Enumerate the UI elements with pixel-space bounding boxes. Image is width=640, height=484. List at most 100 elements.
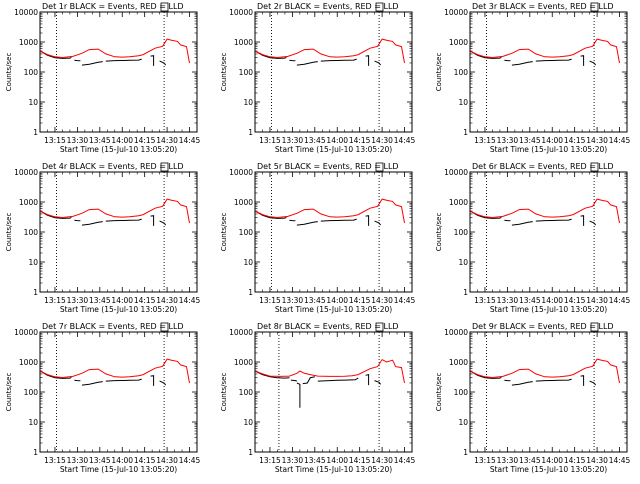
- panel-title: Det 7r BLACK = Events, RED = LLD: [42, 322, 184, 331]
- events-series-line: [511, 381, 533, 386]
- y-tick-label: 10: [458, 98, 468, 107]
- y-tick-label: 100: [24, 68, 39, 77]
- x-tick-label: 14:15: [349, 296, 371, 305]
- x-tick-label: 14:45: [609, 296, 631, 305]
- x-tick-label: 14:15: [564, 456, 586, 465]
- x-tick-label: 13:45: [304, 456, 326, 465]
- x-tick-label: 14:00: [111, 456, 133, 465]
- x-axis-title: Start Time (15-Jul-10 13:05:20): [490, 145, 607, 154]
- y-axis-label: Counts/sec: [5, 53, 13, 92]
- x-tick-label: 14:00: [111, 296, 133, 305]
- x-tick-label: 14:00: [326, 136, 348, 145]
- x-tick-label: 14:30: [371, 296, 393, 305]
- x-tick-label: 13:15: [44, 456, 66, 465]
- events-series-line: [589, 380, 597, 386]
- x-tick-label: 14:30: [586, 296, 608, 305]
- events-series-line: [150, 215, 155, 226]
- plot-frame: [469, 171, 628, 293]
- events-series-line: [365, 373, 370, 386]
- x-tick-label: 13:30: [282, 136, 304, 145]
- x-tick-label: 13:15: [474, 296, 496, 305]
- panel-title: Det 6r BLACK = Events, RED = LLD: [472, 162, 614, 171]
- x-tick-label: 14:45: [179, 296, 201, 305]
- events-series-line: [254, 210, 287, 219]
- y-tick-label: 100: [454, 388, 469, 397]
- x-tick-label: 14:45: [609, 136, 631, 145]
- x-tick-label: 13:30: [497, 456, 519, 465]
- y-tick-label: 100: [454, 68, 469, 77]
- events-series-line: [289, 59, 296, 62]
- title-marker-box: [160, 322, 169, 332]
- x-tick-label: 14:15: [564, 136, 586, 145]
- title-marker-box: [590, 162, 599, 172]
- events-series-line: [290, 379, 298, 382]
- y-axis-label: Counts/sec: [5, 373, 13, 412]
- y-axis-label: Counts/sec: [435, 213, 443, 252]
- events-series-line: [365, 215, 370, 226]
- lld-series-line: [39, 38, 190, 64]
- events-series-line: [39, 370, 72, 379]
- x-axis-title: Start Time (15-Jul-10 13:05:20): [275, 145, 392, 154]
- x-tick-label: 14:45: [609, 456, 631, 465]
- panel: Det 9r BLACK = Events, RED = LLD 1 10 100 10…: [435, 322, 631, 474]
- panel: Det 2r BLACK = Events, RED = LLD 1 10 100 10…: [220, 2, 416, 154]
- y-tick-label: 100: [24, 228, 39, 237]
- y-tick-label: 10: [458, 418, 468, 427]
- panel-title: Det 1r BLACK = Events, RED = LLD: [42, 2, 184, 11]
- y-axis-label: Counts/sec: [220, 53, 228, 92]
- lld-series-line: [254, 38, 405, 64]
- x-tick-label: 14:30: [156, 296, 178, 305]
- panel: Det 8r BLACK = Events, RED = LLD 1 10 100 10…: [220, 322, 416, 474]
- events-series-line: [504, 219, 511, 222]
- lld-series-line: [469, 198, 620, 224]
- y-axis-label: Counts/sec: [220, 373, 228, 412]
- events-series-line: [159, 220, 167, 226]
- x-axis-title: Start Time (15-Jul-10 13:05:20): [60, 465, 177, 474]
- y-tick-label: 100: [239, 228, 254, 237]
- events-series-line: [320, 58, 357, 62]
- y-tick-label: 1000: [19, 358, 38, 367]
- x-axis-title: Start Time (15-Jul-10 13:05:20): [490, 305, 607, 314]
- x-tick-label: 14:00: [541, 136, 563, 145]
- y-tick-label: 100: [239, 68, 254, 77]
- y-tick-label: 1000: [449, 358, 468, 367]
- events-series-line: [374, 60, 382, 66]
- panel-title: Det 3r BLACK = Events, RED = LLD: [472, 2, 614, 11]
- x-tick-label: 14:15: [134, 296, 156, 305]
- x-tick-label: 13:45: [304, 296, 326, 305]
- y-tick-label: 100: [24, 388, 39, 397]
- y-tick-label: 1000: [19, 198, 38, 207]
- x-tick-label: 13:30: [282, 456, 304, 465]
- x-tick-label: 14:00: [326, 456, 348, 465]
- events-series-line: [469, 370, 502, 379]
- events-series-line: [469, 210, 502, 219]
- x-tick-label: 14:45: [394, 136, 416, 145]
- x-tick-label: 14:00: [111, 136, 133, 145]
- title-marker-box: [160, 2, 169, 12]
- panel: Det 1r BLACK = Events, RED = LLD 1 10 100 10…: [5, 2, 201, 154]
- events-series-line: [159, 60, 167, 66]
- x-tick-label: 14:30: [371, 136, 393, 145]
- x-tick-label: 13:45: [89, 456, 111, 465]
- events-series-line: [81, 221, 103, 226]
- title-marker-box: [375, 2, 384, 12]
- lld-series-line: [254, 198, 405, 224]
- lld-series-line: [469, 38, 620, 64]
- x-tick-label: 13:15: [44, 136, 66, 145]
- plot-frame: [254, 11, 413, 133]
- panel: Det 6r BLACK = Events, RED = LLD 1 10 100 10…: [435, 162, 631, 314]
- events-series-line: [74, 379, 81, 382]
- events-series-line: [150, 375, 155, 386]
- events-series-line: [74, 59, 81, 62]
- y-tick-label: 10000: [229, 168, 253, 177]
- x-axis-title: Start Time (15-Jul-10 13:05:20): [60, 305, 177, 314]
- events-series-line: [580, 55, 585, 66]
- x-tick-label: 13:30: [67, 456, 89, 465]
- events-series-line: [580, 375, 585, 386]
- y-tick-label: 100: [454, 228, 469, 237]
- x-tick-label: 13:45: [519, 136, 541, 145]
- events-series-line: [39, 50, 72, 59]
- x-tick-label: 13:30: [497, 136, 519, 145]
- y-tick-label: 10000: [14, 168, 38, 177]
